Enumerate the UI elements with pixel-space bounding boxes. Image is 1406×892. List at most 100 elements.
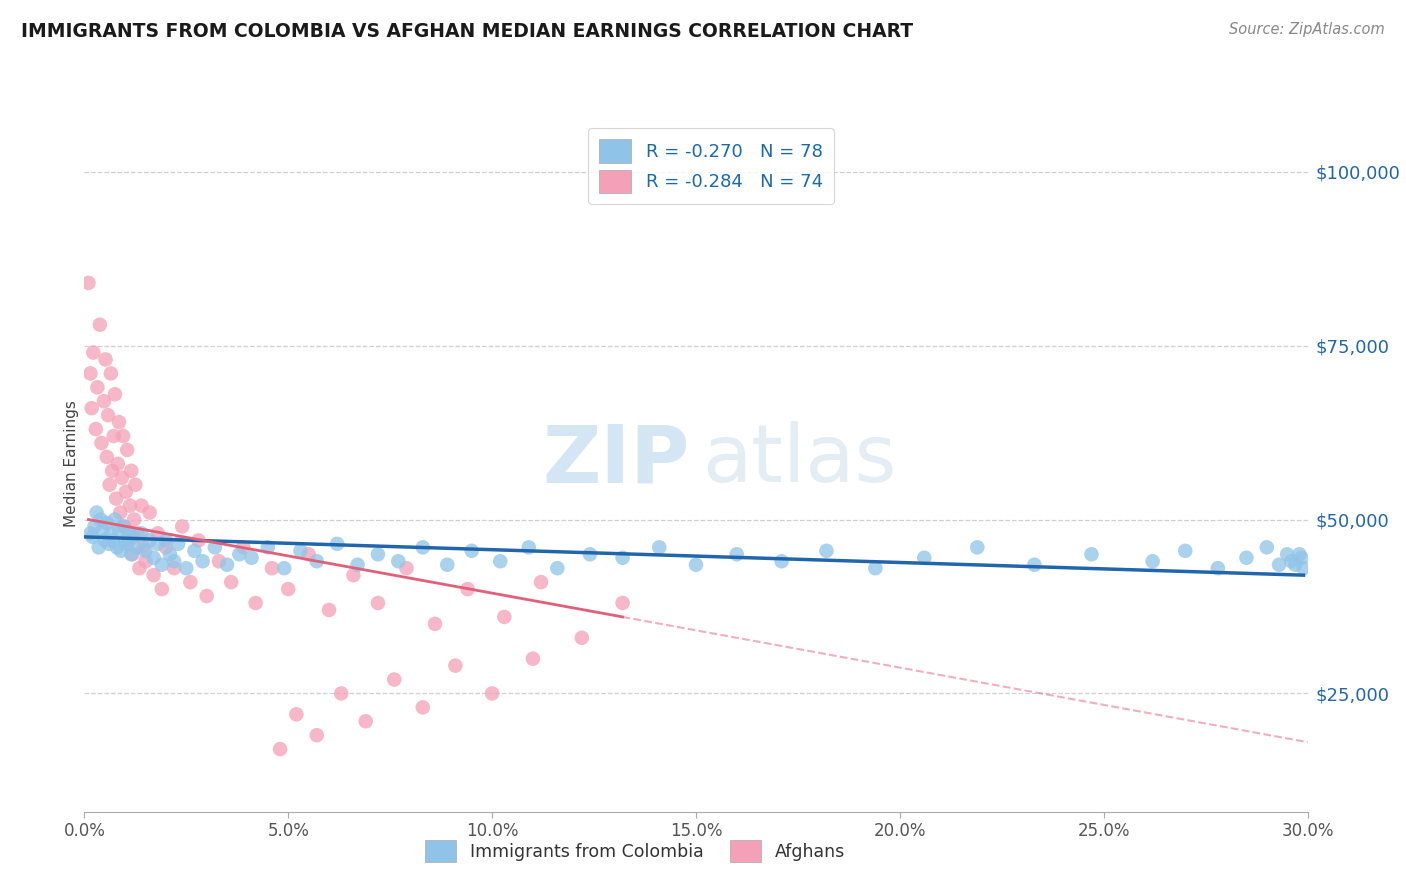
Point [138,506,160,520]
Point [815,543,838,558]
Point [150,558,173,572]
Legend: Immigrants from Colombia, Afghans: Immigrants from Colombia, Afghans [418,833,852,869]
Point [115,537,138,551]
Point [770,554,793,568]
Point [104,512,127,526]
Point [648,541,671,555]
Point [367,547,389,561]
Point [318,603,340,617]
Point [121,547,143,561]
Point [107,457,129,471]
Point [115,442,138,457]
Point [82,345,104,359]
Point [96,450,118,464]
Point [135,543,157,558]
Point [1288,547,1310,561]
Point [93,394,115,409]
Point [114,533,136,548]
Point [217,558,239,572]
Point [101,533,124,548]
Point [1206,561,1229,575]
Point [494,610,516,624]
Point [112,519,135,533]
Point [232,541,254,555]
Point [546,561,568,575]
Point [208,554,231,568]
Point [83,519,105,533]
Point [128,561,150,575]
Point [172,519,194,533]
Point [90,436,112,450]
Point [269,742,291,756]
Point [90,512,112,526]
Point [257,541,280,555]
Point [912,550,935,565]
Point [1284,558,1306,572]
Point [77,276,100,290]
Point [122,512,145,526]
Point [966,541,988,555]
Point [382,673,405,687]
Point [612,596,634,610]
Point [79,526,101,541]
Point [219,575,242,590]
Point [1174,543,1197,558]
Point [87,541,110,555]
Point [94,352,117,367]
Point [228,547,250,561]
Point [163,554,186,568]
Point [260,561,283,575]
Point [104,387,127,401]
Text: IMMIGRANTS FROM COLOMBIA VS AFGHAN MEDIAN EARNINGS CORRELATION CHART: IMMIGRANTS FROM COLOMBIA VS AFGHAN MEDIA… [21,22,914,41]
Point [100,367,122,381]
Point [93,533,117,548]
Point [118,499,141,513]
Point [522,651,544,665]
Point [290,543,312,558]
Point [423,616,446,631]
Point [167,537,190,551]
Point [98,477,121,491]
Point [105,541,128,555]
Point [517,541,540,555]
Point [187,533,209,548]
Point [436,558,458,572]
Point [461,543,484,558]
Point [183,543,205,558]
Point [118,526,141,541]
Point [117,533,139,548]
Point [330,686,353,700]
Point [110,543,132,558]
Point [82,530,104,544]
Point [115,484,138,499]
Point [1279,554,1302,568]
Point [1292,561,1315,575]
Point [127,526,149,541]
Point [89,318,111,332]
Point [132,541,155,555]
Point [865,561,887,575]
Text: Source: ZipAtlas.com: Source: ZipAtlas.com [1229,22,1385,37]
Point [146,537,169,551]
Point [530,575,553,590]
Point [111,471,134,485]
Point [305,554,328,568]
Point [612,550,634,565]
Point [305,728,328,742]
Point [124,477,146,491]
Point [1256,541,1278,555]
Point [163,561,186,575]
Point [100,526,122,541]
Point [1268,558,1291,572]
Point [127,541,149,555]
Point [155,533,177,548]
Point [195,589,218,603]
Point [86,380,108,394]
Point [277,582,299,596]
Point [1236,550,1258,565]
Point [105,491,128,506]
Point [179,575,201,590]
Point [110,506,132,520]
Point [412,700,434,714]
Point [120,547,142,561]
